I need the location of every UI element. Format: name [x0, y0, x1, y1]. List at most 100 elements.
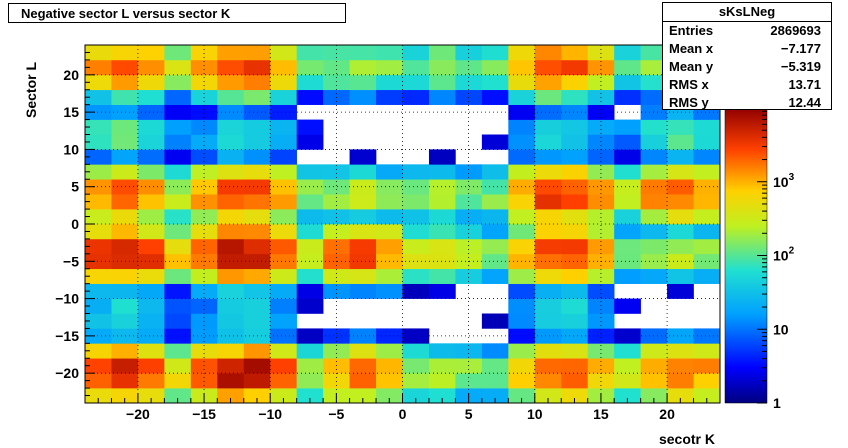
heatmap-cell — [693, 164, 721, 180]
heatmap-cell — [614, 59, 641, 76]
heatmap-cell — [137, 104, 165, 120]
heatmap-cell — [323, 238, 350, 255]
heatmap-cell — [270, 283, 297, 299]
heatmap-cell — [402, 89, 430, 105]
heatmap-cell — [481, 238, 509, 255]
heatmap-cell — [164, 194, 192, 210]
heatmap-cell — [243, 373, 271, 389]
heatmap-cell — [640, 253, 668, 270]
heatmap-cell — [561, 253, 589, 270]
heatmap-cell — [349, 89, 377, 105]
heatmap-cell — [534, 74, 562, 91]
heatmap-cell — [85, 119, 112, 135]
heatmap-cell — [349, 358, 377, 374]
heatmap-cell — [614, 358, 641, 374]
heatmap-cell — [667, 358, 694, 374]
heatmap-cell — [349, 179, 377, 195]
heatmap-cell — [217, 104, 245, 120]
heatmap-cell — [481, 373, 509, 389]
y-axis-title: Sector L — [23, 62, 39, 118]
heatmap-cell — [349, 164, 377, 180]
heatmap-cell — [243, 74, 271, 91]
heatmap-cell — [508, 119, 536, 135]
heatmap-cell — [402, 253, 430, 270]
heatmap-cell — [85, 194, 112, 210]
heatmap-cell — [455, 238, 483, 255]
heatmap-cell — [296, 89, 324, 105]
heatmap-cell — [217, 89, 245, 105]
heatmap-cell — [111, 45, 139, 61]
heatmap-cell — [667, 388, 694, 404]
heatmap-cell — [587, 283, 615, 299]
heatmap-cell — [270, 238, 297, 255]
heatmap-cell — [614, 164, 641, 180]
z-tick-label: 102 — [773, 246, 795, 264]
heatmap-cell — [693, 119, 721, 135]
heatmap-cell — [640, 328, 668, 344]
heatmap-cell — [85, 358, 112, 374]
heatmap-cell — [455, 224, 483, 240]
heatmap-cell — [481, 224, 509, 240]
heatmap-cell — [376, 238, 403, 255]
y-axis-ticks: 20 15 10 5 0 −5 −10 −15 −20 — [55, 51, 95, 397]
heatmap-cell — [508, 313, 536, 329]
heatmap-cell — [190, 104, 218, 120]
y-tick-label: −20 — [55, 365, 79, 381]
heatmap-cell — [111, 268, 139, 284]
heatmap-cell — [428, 283, 456, 299]
heatmap-cell — [640, 89, 668, 105]
heatmap-cell — [455, 179, 483, 195]
heatmap-cell — [693, 388, 721, 404]
heatmap-cell — [85, 134, 112, 150]
heatmap-cell — [402, 209, 430, 225]
heatmap-cell — [349, 224, 377, 240]
x-tick-label: −15 — [192, 406, 216, 422]
heatmap-cell — [243, 343, 271, 359]
heatmap-cell — [587, 119, 615, 135]
heatmap-cell — [587, 45, 615, 61]
stats-key: RMS x — [669, 77, 709, 92]
heatmap-cell — [534, 134, 562, 150]
stats-name: sKsLNeg — [663, 3, 831, 22]
heatmap-cell — [534, 149, 562, 165]
heatmap-cell — [455, 343, 483, 359]
heatmap-cell — [402, 283, 430, 299]
heatmap-cell — [296, 298, 324, 314]
heatmap-cell — [243, 119, 271, 135]
y-tick-label: 5 — [71, 179, 79, 195]
heatmap-cell — [508, 298, 536, 314]
heatmap-cell — [323, 268, 350, 284]
heatmap-cell — [402, 164, 430, 180]
heatmap-cell — [111, 343, 139, 359]
heatmap-cell — [481, 59, 509, 76]
heatmap-cell — [85, 224, 112, 240]
heatmap-cell — [190, 298, 218, 314]
heatmap-cell — [349, 328, 377, 344]
heatmap-cell — [561, 238, 589, 255]
heatmap-cell — [323, 45, 350, 61]
heatmap-cell — [164, 149, 192, 165]
heatmap-cell — [561, 298, 589, 314]
heatmap-cell — [481, 253, 509, 270]
heatmap-cell — [640, 388, 668, 404]
color-scale-ticks: 1 10 102 103 — [757, 110, 795, 411]
heatmap-cell — [243, 268, 271, 284]
heatmap-cell — [190, 164, 218, 180]
heatmap-cell — [349, 253, 377, 270]
heatmap-cell — [137, 194, 165, 210]
heatmap-cell — [111, 388, 139, 404]
stats-row-rms-x: RMS x 13.71 — [669, 76, 821, 94]
heatmap-cell — [137, 119, 165, 135]
heatmap-cell — [614, 74, 641, 91]
heatmap-cell — [614, 89, 641, 105]
heatmap-cell — [376, 164, 403, 180]
heatmap-cell — [111, 59, 139, 76]
heatmap-cell — [137, 253, 165, 270]
heatmap-cell — [481, 343, 509, 359]
heatmap-cell — [402, 268, 430, 284]
heatmap-cell — [111, 298, 139, 314]
heatmap-cell — [667, 283, 694, 299]
stats-value: 12.44 — [788, 95, 821, 110]
heatmap-cell — [243, 224, 271, 240]
heatmap-cell — [217, 238, 245, 255]
